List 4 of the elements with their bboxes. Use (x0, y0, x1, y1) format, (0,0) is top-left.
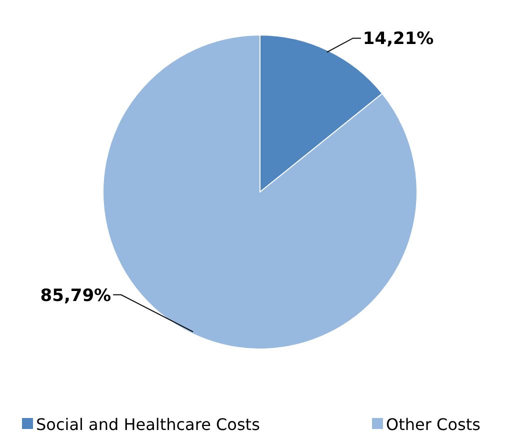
data-label: 14,21% (362, 29, 434, 50)
legend-label: Social and Healthcare Costs (36, 415, 260, 434)
data-label: 85,79% (40, 286, 112, 306)
legend-label: Other Costs (386, 415, 480, 434)
